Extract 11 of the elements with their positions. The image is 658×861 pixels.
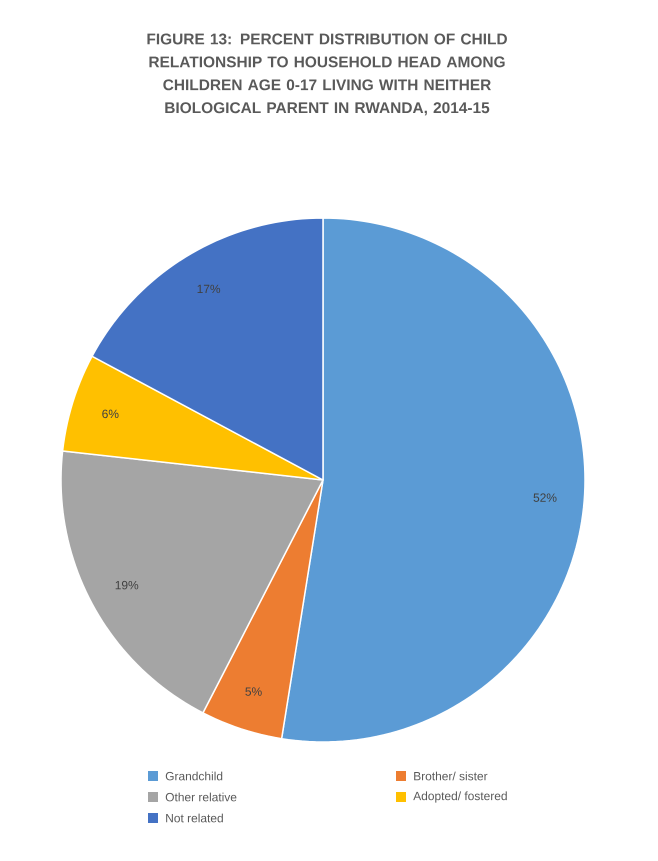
data-label: 19% [116,580,138,590]
chart-title: FIGURE 13: PERCENT DISTRIBUTION OF CHILD RELATIONSHIP TO HOUSEHOLD HEAD AMONG CHILDREN AGE 0-17 LIVING WITH NEITHER BIOLOGICAL PARENT IN RWANDA, 2014-15 [147,34,507,116]
legend-label: Other relative [166,792,236,802]
data-label: 52% [534,493,557,502]
legend-label: Not related [166,814,223,822]
legend-label: Brother/ sister [414,772,488,780]
legend-label: Adopted/ fostered [413,791,507,803]
data-label: 6% [102,410,119,418]
data-label: 5% [245,687,262,696]
data-label: 17% [198,284,220,294]
legend-label: Grandchild [166,772,222,780]
